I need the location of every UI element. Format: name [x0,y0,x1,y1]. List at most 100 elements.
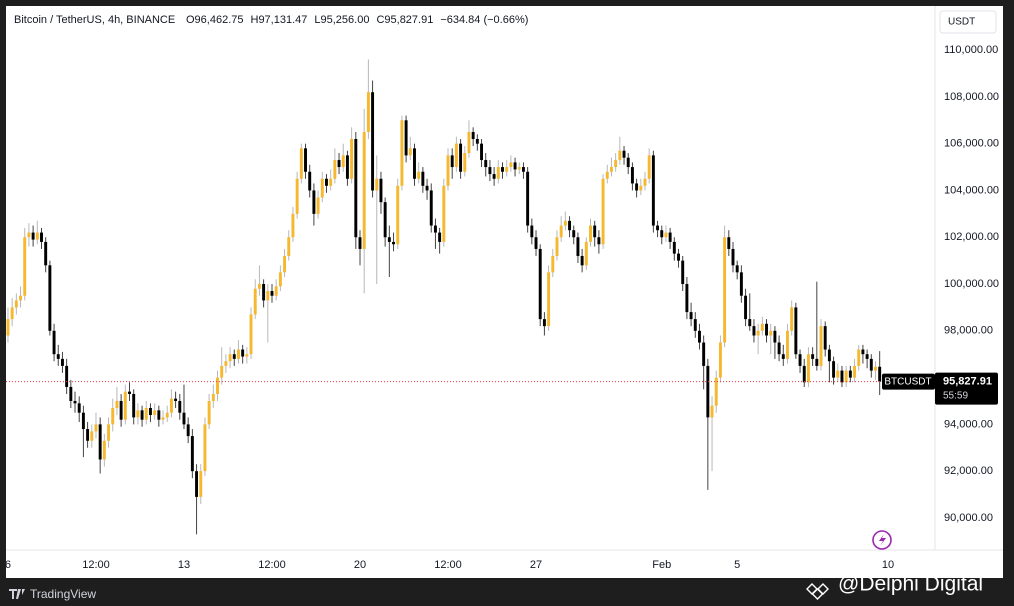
candle-body [304,148,307,172]
candle-body [161,417,165,420]
candle-body [534,237,538,249]
candle-body [295,178,299,214]
candle-body [823,326,827,350]
candle-body [253,288,257,315]
ohlc-value: H97,131.47 [251,14,308,26]
candle-body [693,319,697,331]
last-price-label: 95,827.91 [943,376,992,388]
candle-body [538,248,542,320]
candle-body [345,155,349,179]
last-price-tag [935,372,998,405]
candle-body [333,160,337,179]
candle-body [266,291,270,301]
candle-body [40,232,43,242]
candle-body [174,398,178,401]
candle-body [605,171,609,179]
alert-bolt [879,534,886,546]
candle-body [714,377,718,406]
y-tick-label: 110,000.00 [944,44,998,56]
candle-body [819,326,823,366]
candle-body [228,354,232,362]
candle-body [836,370,840,378]
candle-body [128,391,131,394]
y-tick-label: 102,000.00 [944,231,999,243]
candle-body [27,232,31,238]
price-change: −634.84 (−0.66%) [440,14,528,26]
candle-body [148,408,152,416]
x-tick-label: 13 [178,559,190,571]
candle-body [718,342,722,378]
candle-body [656,225,660,231]
candle-body [90,431,94,441]
candle-body [496,167,500,179]
watermark: @Delphi Digital [838,573,983,596]
candle-body [400,120,404,186]
candle-body [320,178,324,198]
candle-body [387,237,391,242]
candle-body [597,237,601,245]
candle-body [769,330,773,336]
candle-body [635,183,639,191]
candle-body [77,403,81,413]
candle-body [463,153,467,172]
candle-body [19,295,23,301]
candle-body [417,171,421,179]
alert-icon[interactable] [872,530,892,550]
candle-body [689,312,693,320]
candle-body [102,440,106,460]
candle-body [622,150,626,158]
candle-body [790,307,794,331]
candle-body [144,408,148,420]
candle-body [421,171,425,186]
candle-body [392,241,395,245]
candle-body [337,160,341,168]
candle-body [480,143,484,161]
currency-label[interactable]: USDT [948,17,975,28]
candle-body [731,248,735,266]
candle-body [123,391,127,420]
ohlc-header: O96,462.75 H97,131.47 L95,256.00 C95,827.91… [186,14,528,26]
candle-body [542,319,546,327]
candle-body [664,232,668,238]
candle-body [287,237,291,256]
candle-body [23,237,27,296]
tv-logo [9,589,25,599]
candle-body [651,155,655,226]
candle-body [52,330,56,355]
candle-body [572,230,576,238]
candle-body [551,255,555,273]
candle-body [299,148,303,179]
candle-body [869,358,873,371]
candle-body [618,150,622,161]
candle-body [609,167,613,172]
candle-body [186,424,190,437]
candle-body [178,400,182,413]
candle-body [576,237,580,256]
candle-body [811,354,815,359]
x-tick-label: 12:00 [82,559,110,571]
candle-body [165,412,169,418]
candle-body [115,400,119,409]
watermark-icon [806,583,829,600]
candle-body [73,400,77,404]
candle-body [639,185,643,191]
candle-body [98,424,102,460]
candle-body [677,253,680,261]
candle-body [136,410,140,418]
candle-body [446,155,450,186]
currency-button[interactable] [939,10,997,34]
symbol-tag-label: BTCUSDT [884,376,931,387]
candle-body [752,326,756,336]
candle-body [681,260,685,285]
candle-body [739,272,743,296]
candle-body [467,131,471,154]
candle-body [257,284,261,289]
candle-body [341,155,345,168]
candle-body [798,354,802,366]
candle-body [521,167,525,172]
candle-body [471,131,475,139]
candle-body [408,148,412,156]
candle-body [626,157,630,168]
candle-body [274,286,278,296]
